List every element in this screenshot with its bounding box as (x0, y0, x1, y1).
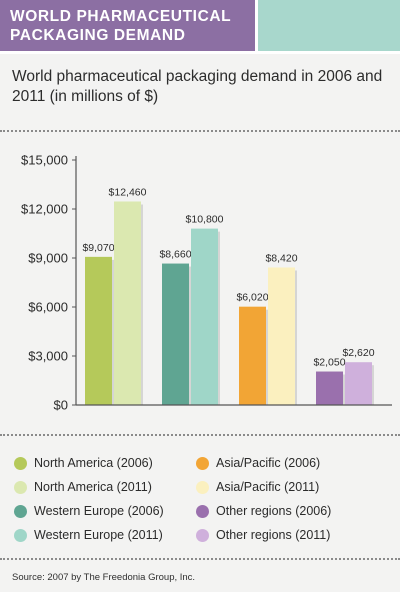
legend-item: Other regions (2006) (196, 500, 331, 522)
divider-top (0, 130, 400, 132)
legend-label: Asia/Pacific (2006) (216, 456, 321, 470)
bar-chart: $0 $3,000 $6,000 $9,000 $12,000 $15,000 $9,070… (21, 153, 392, 413)
legend-label: North America (2011) (34, 480, 152, 494)
bar-north-america-2011 (114, 201, 141, 405)
bar-other-regions-2006 (316, 371, 343, 405)
legend-swatch (14, 456, 27, 470)
bar-shadow (217, 231, 220, 405)
legend-item: Asia/Pacific (2011) (196, 476, 319, 498)
bar-shadow (342, 374, 345, 405)
bar-shadow (188, 266, 191, 405)
accent-banner (258, 0, 400, 54)
data-label: $12,460 (109, 186, 147, 198)
legend-swatch (196, 528, 209, 542)
legend-swatch (14, 480, 27, 494)
bar-shadow (111, 259, 114, 405)
data-label: $9,070 (82, 242, 114, 254)
y-tick-label: $12,000 (21, 202, 68, 217)
bar-western-europe-2006 (162, 263, 189, 405)
chart-legend: North America (2006) Asia/Pacific (2006) N… (14, 452, 394, 552)
legend-item: Western Europe (2006) (14, 500, 164, 522)
legend-item: North America (2006) (14, 452, 153, 474)
legend-item: Western Europe (2011) (14, 524, 163, 546)
chart-subtitle: World pharmaceutical packaging demand in… (12, 68, 383, 105)
legend-label: Western Europe (2006) (34, 504, 164, 518)
source-note: Source: 2007 by The Freedonia Group, Inc… (12, 572, 196, 583)
legend-item: North America (2011) (14, 476, 152, 498)
legend-item: Asia/Pacific (2006) (196, 452, 320, 474)
legend-label: Asia/Pacific (2011) (216, 480, 320, 494)
title-banner: WORLD PHARMACEUTICAL PACKAGING DEMAND (0, 0, 258, 54)
bar-other-regions-2011 (345, 362, 372, 405)
data-label: $10,800 (186, 214, 224, 226)
legend-swatch (196, 456, 209, 470)
y-tick-label: $9,000 (28, 251, 68, 266)
divider-bottom (0, 558, 400, 560)
data-label: $2,620 (342, 347, 374, 359)
legend-label: Other regions (2011) (216, 528, 331, 542)
bar-shadow (294, 270, 297, 405)
data-label: $8,660 (159, 249, 191, 261)
legend-swatch (196, 504, 209, 518)
legend-label: Other regions (2006) (216, 504, 332, 518)
y-tick-label: $15,000 (21, 153, 68, 168)
bar-shadow (140, 204, 143, 405)
legend-label: North America (2006) (34, 456, 153, 470)
legend-label: Western Europe (2011) (34, 528, 163, 542)
bar-shadow (371, 365, 374, 405)
banner-title: WORLD PHARMACEUTICAL PACKAGING DEMAND (10, 8, 231, 44)
y-tick-label: $6,000 (28, 300, 68, 315)
legend-swatch (196, 480, 209, 494)
data-label: $6,020 (236, 292, 268, 304)
bar-asia-pacific-2011 (268, 267, 295, 405)
data-label: $8,420 (265, 252, 297, 264)
bar-shadow (265, 309, 268, 405)
divider-middle (0, 434, 400, 436)
legend-swatch (14, 528, 27, 542)
bar-north-america-2006 (85, 256, 112, 405)
y-tick-label: $3,000 (28, 349, 68, 364)
legend-swatch (14, 504, 27, 518)
y-tick-label: $0 (54, 398, 68, 413)
bar-western-europe-2011 (191, 228, 218, 405)
data-label: $2,050 (313, 357, 345, 369)
bar-asia-pacific-2006 (239, 306, 266, 405)
legend-item: Other regions (2011) (196, 524, 330, 546)
